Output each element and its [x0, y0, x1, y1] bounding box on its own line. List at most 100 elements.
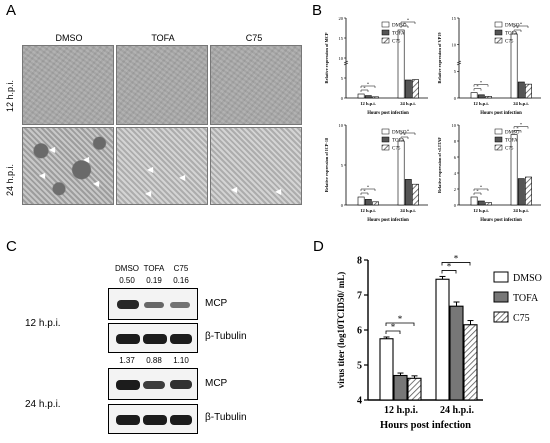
densitometry-24h-c75: 1.10 [173, 356, 189, 365]
micrograph-tofa-24h: ◀ ◀ ◀ [116, 127, 208, 205]
legend-swatch-c75 [494, 144, 503, 151]
legend-label-tofa: TOFA [392, 139, 405, 144]
axis-break [343, 60, 349, 64]
chart-virus-titer: 4 5 6 7 8 virus titer (log10TCID50/ mL) 12 h.p… [336, 253, 542, 431]
significance-bracket [360, 188, 376, 191]
legend-swatch-tofa [381, 136, 390, 143]
y-tick-label: 6 [454, 155, 457, 160]
y-tick-label: 5 [341, 163, 344, 168]
x-tick-label: 12 h.p.i. [473, 101, 489, 106]
significance-bracket [441, 262, 471, 266]
y-tick-label: 10 [452, 123, 457, 128]
blot-mcp-12h [108, 288, 198, 320]
densitometry-12h-c75: 0.16 [173, 276, 189, 285]
legend-swatch-c75 [493, 311, 509, 323]
y-tick-label: 4 [454, 171, 457, 176]
bar-dmso [470, 92, 478, 99]
bar-c75 [463, 324, 478, 401]
y-axis-label: Relative expression of MCP [324, 32, 329, 83]
x-tick-label: 12 h.p.i. [360, 208, 376, 213]
significance-star: * [363, 189, 366, 194]
significance-star: * [480, 80, 483, 85]
significance-star: * [480, 185, 483, 190]
y-tick-label: 0 [341, 203, 344, 208]
bar-tofa [404, 179, 412, 206]
legend-swatch-dmso [493, 271, 509, 283]
significance-bracket [400, 21, 416, 24]
y-tick-label: 8 [454, 139, 457, 144]
y-axis-label: Relative expression of ICP-18 [324, 138, 329, 192]
significance-star: * [454, 253, 459, 263]
y-axis-label: Relative expression of VP19 [437, 32, 442, 83]
cpe-arrow-icon: ◀ [179, 173, 186, 182]
legend-swatch-dmso [381, 128, 390, 135]
legend-swatch-dmso [494, 128, 503, 135]
significance-bracket [513, 130, 522, 133]
significance-bracket [473, 188, 489, 191]
blot-mcp-24h [108, 368, 198, 400]
blot-tubulin-24h [108, 404, 198, 434]
x-axis-title: Hours post infection [480, 111, 522, 116]
significance-star: * [403, 22, 406, 27]
significance-star: * [403, 133, 406, 138]
chart-mcp-expression: 0 5 10 15 20 Relative expression of MCP 12 h.p… [324, 16, 428, 116]
y-tick-label: 10 [452, 42, 457, 47]
y-tick-label: 0 [341, 96, 344, 101]
axis-break [456, 60, 462, 64]
bar-c75 [372, 96, 379, 99]
significance-bracket [385, 322, 415, 326]
bar-c75 [412, 79, 419, 99]
significance-star: * [398, 314, 403, 324]
bar-tofa [404, 79, 412, 99]
bar-c75 [412, 183, 419, 206]
legend-label-dmso: DMSO [392, 131, 407, 136]
legend-label-tofa: TOFA [513, 293, 539, 304]
band [143, 381, 165, 389]
panel-d-letter: D [313, 238, 324, 255]
significance-star: * [520, 22, 523, 27]
bar-tofa [364, 95, 372, 99]
y-tick-label: 5 [341, 76, 344, 81]
significance-bracket [360, 192, 369, 195]
significance-bracket [400, 25, 409, 28]
significance-star: * [516, 26, 519, 31]
significance-star: * [520, 122, 523, 127]
significance-bracket [360, 85, 376, 88]
chart-vp19-expression: 0 5 10 15 Relative expression of VP19 12 h.p.… [437, 16, 541, 116]
cpe-arrow-icon: ◀ [49, 145, 56, 154]
significance-star: * [391, 322, 396, 332]
legend-swatch-c75 [381, 37, 390, 44]
legend-label-c75: C75 [505, 147, 514, 152]
significance-star: * [476, 189, 479, 194]
band [170, 334, 192, 344]
x-tick-label: 24 h.p.i. [513, 101, 529, 106]
bar-dmso [397, 140, 405, 206]
bar-tofa [449, 305, 464, 401]
cpe-arrow-icon: ◀ [39, 171, 46, 180]
blot-label-tubulin-24h: β-Tubulin [205, 412, 247, 423]
micrograph-tofa-12h [116, 45, 208, 125]
band [116, 380, 140, 390]
bar-dmso [357, 196, 365, 206]
legend-label-tofa: TOFA [505, 139, 518, 144]
lane-label-tofa: TOFA [143, 264, 165, 273]
cpe-arrow-icon: ◀ [93, 179, 100, 188]
band [170, 302, 190, 308]
bar-dmso [470, 196, 478, 206]
y-axis-label: Relative expression of vLITAF [437, 137, 442, 193]
chart-vlitaf-expression: 0 2 4 6 8 10 Relative expression of vLITAF 12 h… [437, 122, 541, 223]
bar-dmso [357, 93, 365, 99]
x-tick-label: 24 h.p.i. [400, 101, 416, 106]
significance-bracket [473, 84, 489, 87]
y-tick-label: 10 [339, 123, 344, 128]
blot-time-24h: 24 h.p.i. [25, 399, 61, 410]
x-tick-label: 12 h.p.i. [473, 208, 489, 213]
y-axis-label: virus titer (log10TCID50/ mL) [336, 272, 346, 389]
y-tick-label: 8 [357, 256, 362, 267]
band [117, 300, 139, 309]
bar-c75 [485, 202, 492, 206]
band [143, 334, 167, 344]
cpe-arrow-icon: ◀ [275, 187, 282, 196]
lane-label-c75: C75 [173, 264, 189, 273]
y-tick-label: 0 [454, 203, 457, 208]
